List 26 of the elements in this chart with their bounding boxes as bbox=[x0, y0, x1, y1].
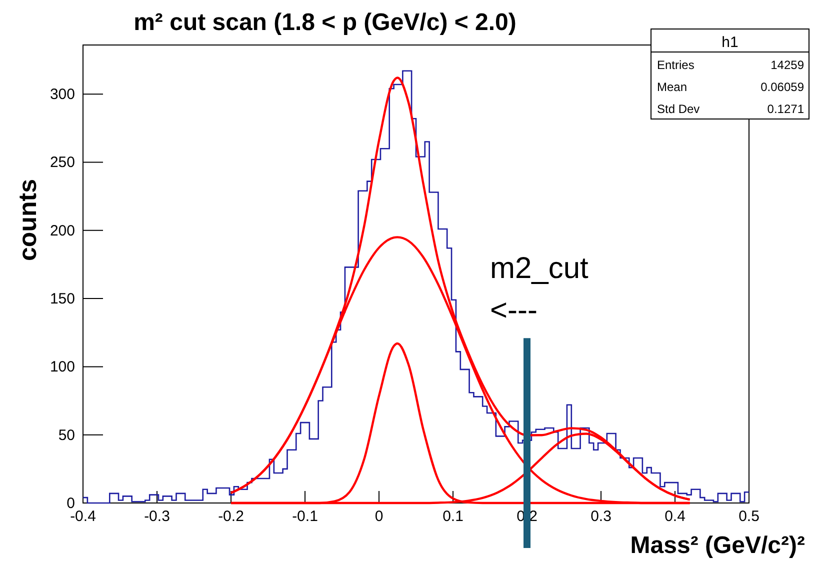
x-tick-label: 0.5 bbox=[738, 508, 760, 525]
annotation: Std Dev bbox=[657, 102, 700, 116]
x-tick-label: 0.4 bbox=[664, 508, 686, 525]
x-tick-label: 0.3 bbox=[590, 508, 612, 525]
text: 0.1271 bbox=[767, 102, 804, 116]
annotation: m2_cut bbox=[490, 252, 590, 285]
y-tick-label: 300 bbox=[50, 86, 75, 104]
annotation: Mean bbox=[657, 80, 688, 94]
y-tick-label: 100 bbox=[50, 358, 75, 376]
text: 14259 bbox=[770, 58, 804, 72]
x-tick-label: -0.2 bbox=[218, 508, 244, 525]
annotation: h1 bbox=[722, 34, 738, 51]
y-axis-title: counts bbox=[14, 179, 42, 261]
x-tick-label: 0 bbox=[374, 508, 384, 525]
annotation: <--- bbox=[490, 294, 538, 327]
text: 0.06059 bbox=[760, 80, 804, 94]
y-tick-label: 200 bbox=[50, 222, 75, 240]
x-axis-title: Mass² (GeV/c²)² bbox=[630, 532, 806, 559]
annotation: Entries bbox=[657, 58, 694, 72]
y-tick-label: 50 bbox=[58, 426, 75, 444]
y-tick-label: 250 bbox=[50, 154, 75, 172]
chart-title: m² cut scan (1.8 < p (GeV/c) < 2.0) bbox=[134, 9, 516, 36]
x-tick-label: 0.1 bbox=[442, 508, 464, 525]
x-tick-label: -0.1 bbox=[292, 508, 318, 525]
x-tick-label: -0.3 bbox=[144, 508, 170, 525]
y-tick-label: 150 bbox=[50, 290, 75, 308]
